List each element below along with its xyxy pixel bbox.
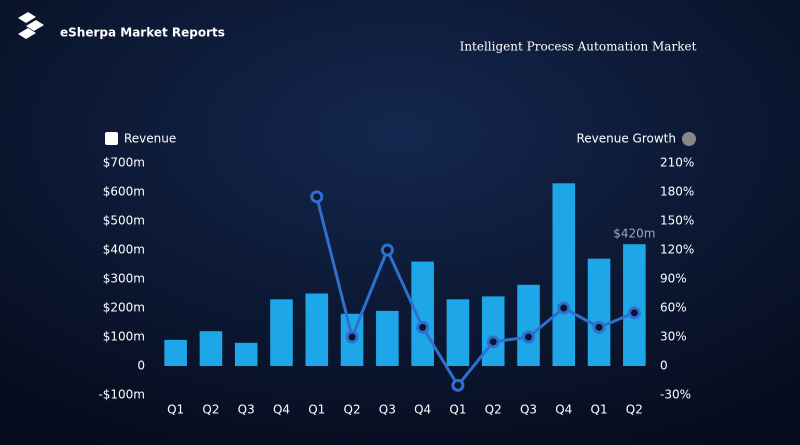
line-point xyxy=(310,190,324,204)
x-tick-label: Q2 xyxy=(485,403,502,417)
line-point xyxy=(486,335,500,349)
line-point xyxy=(451,378,465,392)
y2-tick-label: 90% xyxy=(660,272,687,286)
y2-tick-label: 0 xyxy=(660,359,668,373)
y-tick-label: $500m xyxy=(103,214,145,228)
x-tick-label: Q4 xyxy=(273,403,290,417)
chart-title: Intelligent Process Automation Market xyxy=(460,40,697,54)
line-point xyxy=(627,306,641,320)
line xyxy=(315,196,635,388)
bar xyxy=(446,299,470,366)
legend-swatch xyxy=(105,132,118,145)
x-tick-label: Q1 xyxy=(449,403,466,417)
x-tick-label: Q3 xyxy=(238,403,255,417)
y2-tick-label: 180% xyxy=(660,185,694,199)
bar xyxy=(411,261,434,366)
bar xyxy=(199,331,223,366)
line-point xyxy=(557,301,571,315)
y-tick-label: $200m xyxy=(103,301,145,315)
bar xyxy=(305,293,329,366)
y2-tick-label: 60% xyxy=(660,301,687,315)
x-tick-label: Q2 xyxy=(626,403,643,417)
y2-tick-label: 210% xyxy=(660,156,694,170)
x-tick-label: Q4 xyxy=(555,403,572,417)
bar xyxy=(164,339,187,366)
legend-label: Revenue Growth xyxy=(576,132,676,146)
x-tick-label: Q3 xyxy=(379,403,396,417)
y2-tick-label: -30% xyxy=(660,388,691,402)
x-tick-label: Q3 xyxy=(520,403,537,417)
y2-tick-label: 120% xyxy=(660,243,694,257)
line-point xyxy=(380,243,394,257)
line-point xyxy=(416,320,430,334)
brand: eSherpa Market Reports xyxy=(60,26,225,40)
bar xyxy=(376,310,399,366)
y-tick-label: -$100m xyxy=(98,388,145,402)
y-tick-label: $100m xyxy=(103,330,145,344)
y-tick-label: $400m xyxy=(103,243,145,257)
y-tick-label: 0 xyxy=(137,359,145,373)
x-tick-label: Q2 xyxy=(344,403,361,417)
y2-tick-label: 30% xyxy=(660,330,687,344)
y2-tick-label: 150% xyxy=(660,214,694,228)
bar xyxy=(270,299,293,366)
bar xyxy=(587,258,611,366)
legend-label: Revenue xyxy=(124,132,176,146)
x-tick-label: Q1 xyxy=(308,403,325,417)
y-tick-label: $300m xyxy=(103,272,145,286)
line-point xyxy=(592,320,606,334)
bar xyxy=(552,183,576,366)
y-tick-label: $700m xyxy=(103,156,145,170)
line-point xyxy=(345,330,359,344)
line-point xyxy=(522,330,535,344)
x-tick-label: Q4 xyxy=(414,403,431,417)
legend-swatch xyxy=(682,132,696,146)
x-tick-label: Q1 xyxy=(591,403,608,417)
logo xyxy=(18,12,44,39)
data-label: $420m xyxy=(613,227,655,241)
y-tick-label: $600m xyxy=(103,185,145,199)
bar xyxy=(623,244,646,366)
bar xyxy=(481,296,505,366)
bar xyxy=(517,284,540,366)
bar xyxy=(234,342,258,366)
x-tick-label: Q1 xyxy=(167,403,184,417)
x-tick-label: Q2 xyxy=(202,403,219,417)
